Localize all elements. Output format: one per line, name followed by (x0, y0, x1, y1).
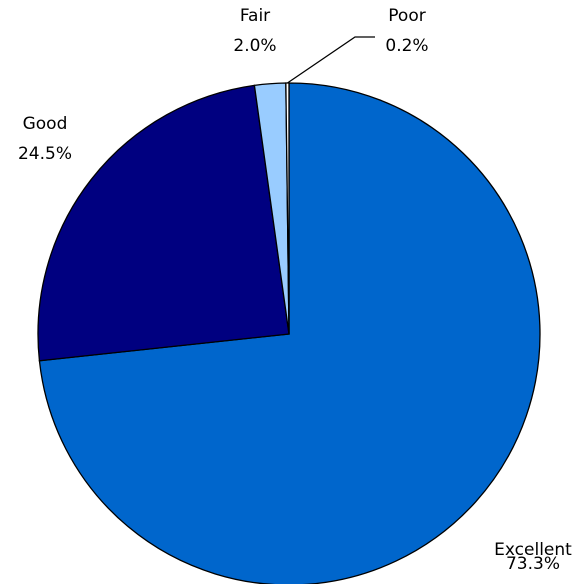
pie-slice (37, 84, 290, 362)
slice-label: Poor (388, 6, 425, 26)
slice-value: 73.3% (506, 554, 560, 574)
slice-label: Excellent (494, 540, 572, 560)
pie-slice (38, 82, 541, 584)
slice-label: Fair (240, 6, 270, 26)
slice-value: 2.0% (233, 36, 276, 56)
slice-value: 0.2% (385, 36, 428, 56)
slice-value: 24.5% (18, 144, 72, 164)
slice-label: Good (23, 114, 68, 134)
leader-line (287, 36, 375, 84)
